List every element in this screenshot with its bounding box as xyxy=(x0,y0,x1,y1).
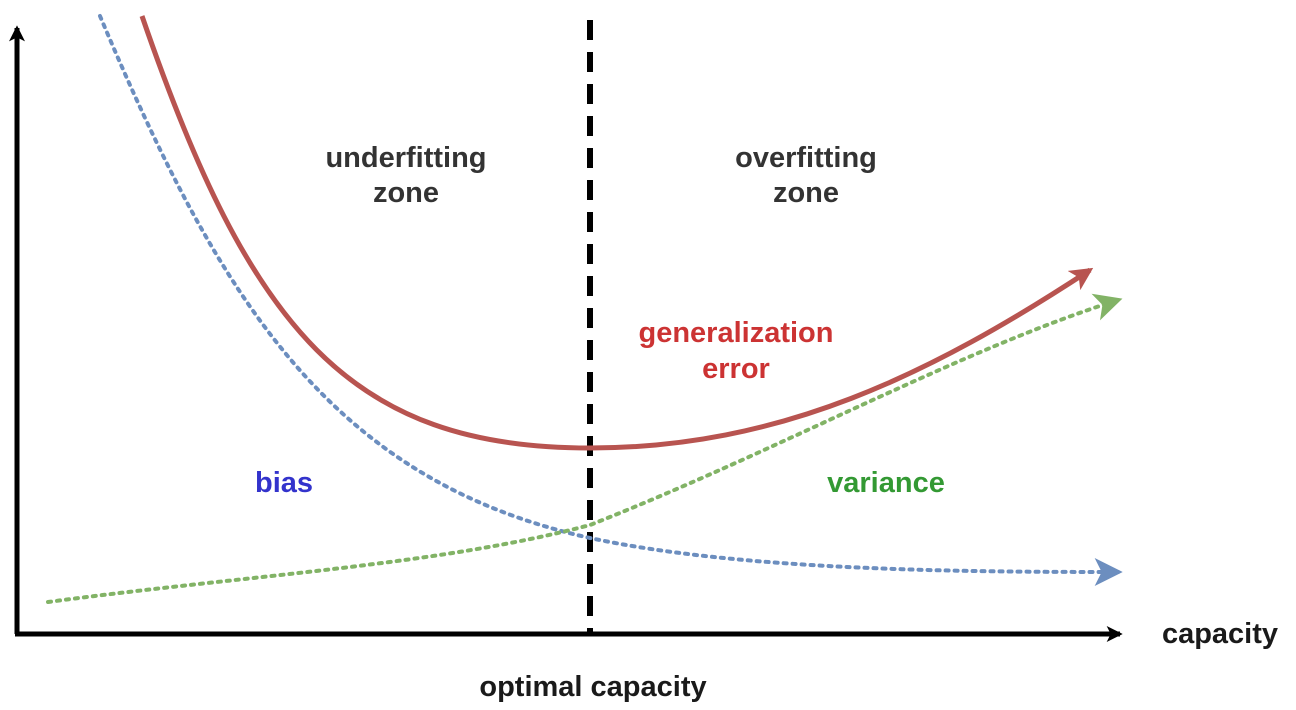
x-axis-label: capacity xyxy=(1162,618,1278,650)
optimal-capacity-label: optimal capacity xyxy=(479,671,706,703)
underfitting-zone-label-line2: zone xyxy=(373,177,439,209)
generalization-error-curve xyxy=(139,15,1094,451)
bias-label: bias xyxy=(255,467,313,499)
overfitting-zone-label: overfitting xyxy=(735,142,877,174)
generalization-error-label-line2: error xyxy=(702,353,770,385)
underfitting-zone-label: underfitting xyxy=(325,142,486,174)
variance-label: variance xyxy=(827,467,945,499)
generalization-error-label: generalization xyxy=(639,317,834,349)
overfitting-zone-label-line2: zone xyxy=(773,177,839,209)
variance-curve xyxy=(46,293,1123,604)
bias-curve xyxy=(98,14,1123,586)
